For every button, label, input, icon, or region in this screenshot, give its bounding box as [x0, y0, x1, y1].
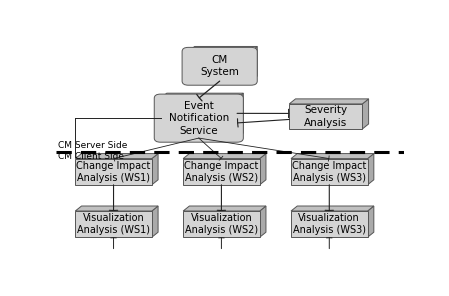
- Polygon shape: [291, 206, 374, 211]
- Polygon shape: [260, 206, 266, 237]
- Polygon shape: [152, 206, 158, 237]
- Polygon shape: [260, 154, 266, 185]
- Text: Event
Notification
Service: Event Notification Service: [169, 101, 229, 136]
- Text: Change Impact
Analysis (WS1): Change Impact Analysis (WS1): [76, 160, 151, 183]
- Text: Change Impact
Analysis (WS2): Change Impact Analysis (WS2): [184, 160, 259, 183]
- Polygon shape: [362, 99, 369, 129]
- FancyBboxPatch shape: [289, 104, 362, 129]
- Polygon shape: [189, 46, 257, 52]
- FancyBboxPatch shape: [154, 94, 243, 142]
- Polygon shape: [183, 206, 266, 211]
- Polygon shape: [75, 206, 158, 211]
- Text: Visualization
Analysis (WS2): Visualization Analysis (WS2): [185, 213, 258, 235]
- Text: Change Impact
Analysis (WS3): Change Impact Analysis (WS3): [292, 160, 366, 183]
- Polygon shape: [291, 154, 374, 159]
- Polygon shape: [251, 46, 257, 81]
- Polygon shape: [160, 93, 243, 98]
- Polygon shape: [152, 154, 158, 185]
- FancyBboxPatch shape: [75, 211, 152, 237]
- FancyBboxPatch shape: [182, 47, 257, 85]
- Text: Visualization
Analysis (WS1): Visualization Analysis (WS1): [77, 213, 150, 235]
- Polygon shape: [183, 154, 266, 159]
- Polygon shape: [368, 206, 374, 237]
- Text: CM Client Side: CM Client Side: [58, 152, 124, 161]
- Polygon shape: [237, 93, 243, 138]
- Text: Visualization
Analysis (WS3): Visualization Analysis (WS3): [293, 213, 366, 235]
- FancyBboxPatch shape: [291, 159, 368, 185]
- Polygon shape: [368, 154, 374, 185]
- Polygon shape: [289, 99, 369, 104]
- Polygon shape: [75, 154, 158, 159]
- FancyBboxPatch shape: [183, 211, 260, 237]
- Text: Severity
Analysis: Severity Analysis: [304, 105, 348, 128]
- Text: CM
System: CM System: [200, 55, 239, 78]
- FancyBboxPatch shape: [75, 159, 152, 185]
- FancyBboxPatch shape: [291, 211, 368, 237]
- FancyBboxPatch shape: [183, 159, 260, 185]
- Text: CM Server Side: CM Server Side: [58, 141, 127, 150]
